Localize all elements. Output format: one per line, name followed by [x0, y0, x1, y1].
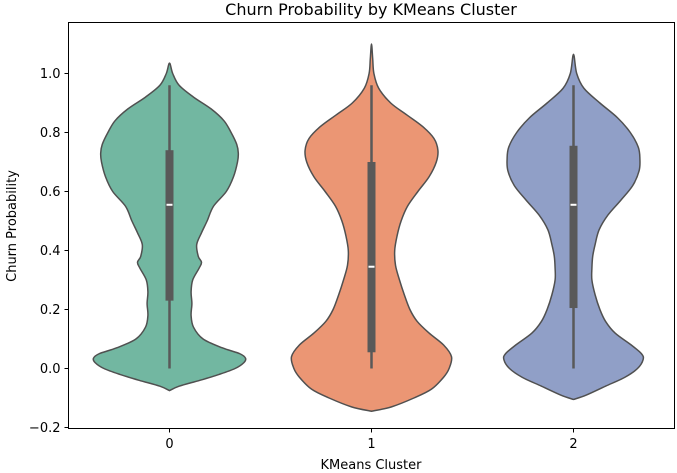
violins-group [92, 43, 645, 413]
x-tick-label: 1 [367, 437, 375, 452]
iqr-box-cluster-2 [569, 145, 578, 309]
y-tick-label: 0.6 [40, 185, 61, 200]
y-tick-label: 0.4 [40, 244, 61, 259]
y-tick-label: −0.2 [29, 421, 61, 436]
y-tick-label: 0.2 [40, 303, 61, 318]
x-tick-label: 0 [165, 437, 173, 452]
x-axis-label: KMeans Cluster [321, 458, 423, 473]
iqr-box-cluster-0 [165, 150, 174, 301]
y-tick-label: 1.0 [40, 67, 61, 82]
x-tick-label: 2 [569, 437, 577, 452]
plot-frame [68, 22, 675, 429]
y-tick-label: 0.8 [40, 126, 61, 141]
y-axis-label: Churn Probability [5, 170, 20, 282]
chart-title: Churn Probability by KMeans Cluster [225, 0, 517, 19]
y-axis-ticks: −0.2 0.0 0.2 0.4 0.6 0.8 1.0 [29, 67, 69, 436]
y-tick-label: 0.0 [40, 362, 61, 377]
iqr-box-cluster-1 [367, 162, 376, 353]
x-axis-ticks: 0 1 2 [165, 428, 578, 452]
